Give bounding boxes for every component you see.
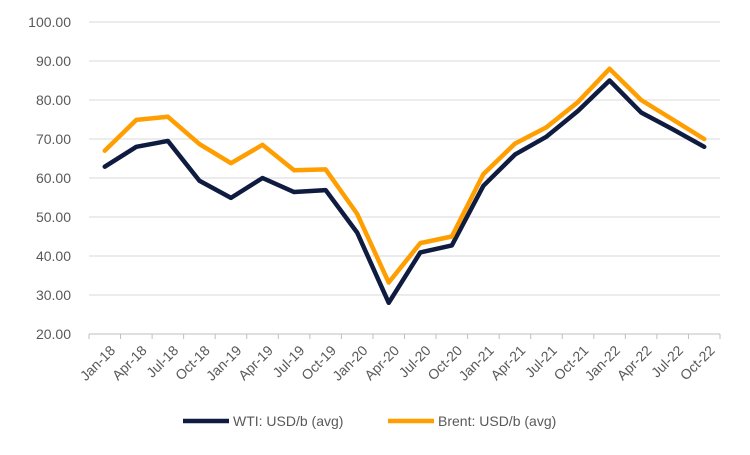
y-tick-label: 90.00 [36, 53, 71, 69]
y-tick-label: 20.00 [36, 326, 71, 342]
x-tick-label: Apr-21 [487, 342, 528, 383]
x-tick-label: Jan-18 [77, 342, 119, 384]
x-tick-label: Apr-18 [109, 342, 150, 383]
y-tick-label: 70.00 [36, 131, 71, 147]
y-tick-label: 50.00 [36, 209, 71, 225]
y-tick-label: 30.00 [36, 287, 71, 303]
y-tick-label: 100.00 [28, 14, 71, 30]
legend-label: WTI: USD/b (avg) [233, 413, 343, 429]
x-tick-label: Jan-22 [581, 342, 623, 384]
y-tick-label: 80.00 [36, 92, 71, 108]
series-line-wti [105, 81, 704, 303]
x-tick-label: Jan-20 [329, 342, 371, 384]
y-tick-label: 60.00 [36, 170, 71, 186]
x-tick-label: Apr-22 [614, 342, 655, 383]
x-tick-label: Apr-20 [361, 342, 402, 383]
x-tick-label: Oct-22 [677, 342, 718, 383]
y-tick-label: 40.00 [36, 248, 71, 264]
x-tick-label: Jan-19 [203, 342, 245, 384]
x-tick-label: Jan-21 [455, 342, 497, 384]
legend-label: Brent: USD/b (avg) [438, 413, 556, 429]
x-tick-label: Apr-19 [235, 342, 276, 383]
